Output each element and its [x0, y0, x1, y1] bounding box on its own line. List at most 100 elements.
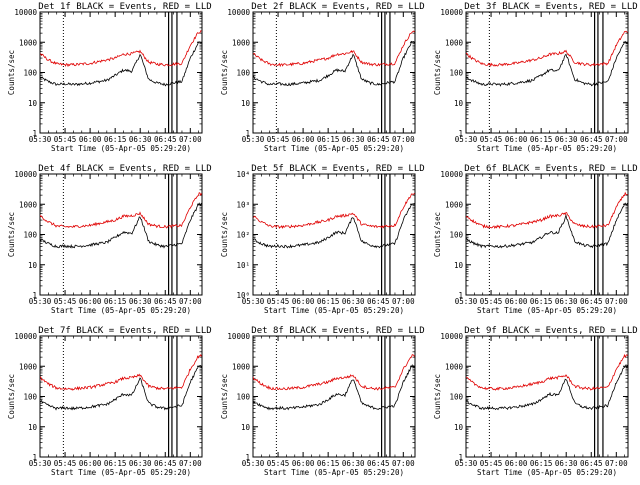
panel-title: Det 3f BLACK = Events, RED = LLD [464, 2, 637, 12]
x-tick-label: 05:45 [54, 297, 77, 306]
x-axis-label: Start Time (05-Apr-05 05:29:20) [477, 306, 617, 315]
panel-3f: Det 3f BLACK = Events, RED = LLD 1 10 100 10… [433, 2, 638, 153]
y-axis-label: Counts/sec [7, 212, 16, 257]
x-tick-label: 05:30 [29, 459, 52, 468]
panel-title: Det 1f BLACK = Events, RED = LLD [38, 2, 211, 12]
x-tick-label: 06:15 [530, 297, 553, 306]
x-tick-label: 05:30 [242, 297, 265, 306]
y-tick-label: 1000 [232, 38, 251, 47]
x-tick-label: 06:00 [79, 135, 102, 144]
y-tick-label: 10 [241, 423, 251, 432]
x-tick-label: 06:30 [555, 297, 578, 306]
y-axis-label: Counts/sec [433, 212, 442, 257]
y-tick-label: 10 [454, 423, 464, 432]
events-series-line [40, 41, 202, 87]
y-tick-label: 10000 [14, 170, 37, 179]
y-tick-label: 10 [28, 99, 38, 108]
panel-title: Det 7f BLACK = Events, RED = LLD [38, 326, 211, 336]
x-tick-label: 06:45 [154, 135, 177, 144]
y-tick-label: 10000 [227, 332, 250, 341]
y-tick-label: 10000 [14, 332, 37, 341]
lld-series-line [466, 353, 628, 391]
x-axis-label: Start Time (05-Apr-05 05:29:20) [264, 144, 404, 153]
panel-title: Det 4f BLACK = Events, RED = LLD [38, 164, 211, 174]
x-tick-label: 06:15 [530, 459, 553, 468]
y-tick-label: 1 [458, 129, 463, 138]
x-tick-label: 05:45 [267, 297, 290, 306]
y-tick-label: 10³ [236, 200, 250, 209]
y-tick-label: 1000 [445, 200, 464, 209]
x-tick-label: 06:45 [580, 459, 603, 468]
y-axis-label: Counts/sec [433, 374, 442, 419]
x-tick-label: 06:45 [367, 135, 390, 144]
x-tick-label: 05:30 [455, 297, 478, 306]
x-tick-label: 06:15 [104, 297, 127, 306]
x-tick-label: 05:30 [455, 135, 478, 144]
lld-series-line [466, 191, 628, 230]
y-axis-label: Counts/sec [220, 50, 229, 95]
events-series-line [253, 363, 415, 411]
y-tick-label: 10 [454, 99, 464, 108]
lld-series-line [40, 30, 202, 68]
lld-series-line [253, 354, 415, 391]
x-tick-label: 05:30 [242, 459, 265, 468]
y-tick-label: 100 [23, 69, 37, 78]
x-tick-label: 06:15 [317, 459, 340, 468]
y-tick-label: 1000 [445, 38, 464, 47]
y-tick-label: 10000 [440, 8, 463, 17]
events-series-line [253, 40, 415, 87]
x-tick-label: 06:00 [79, 297, 102, 306]
x-tick-label: 06:15 [104, 135, 127, 144]
events-series-line [40, 365, 202, 411]
panel-title: Det 5f BLACK = Events, RED = LLD [251, 164, 424, 174]
x-tick-label: 05:45 [54, 135, 77, 144]
y-tick-label: 100 [23, 393, 37, 402]
lld-series-line [40, 192, 202, 229]
x-tick-label: 06:45 [154, 459, 177, 468]
plot-frame [252, 173, 416, 296]
lld-series-line [253, 30, 415, 68]
x-tick-label: 05:45 [480, 135, 503, 144]
lld-series-line [466, 30, 628, 68]
events-series-line [466, 202, 628, 249]
lld-series-line [253, 192, 415, 230]
x-tick-label: 06:00 [505, 135, 528, 144]
y-tick-label: 10⁰ [236, 291, 250, 300]
y-axis-label: Counts/sec [220, 212, 229, 257]
x-tick-label: 06:15 [104, 459, 127, 468]
x-tick-label: 06:30 [342, 135, 365, 144]
y-tick-label: 100 [236, 393, 250, 402]
x-tick-label: 06:30 [129, 459, 152, 468]
y-tick-label: 100 [23, 231, 37, 240]
x-tick-label: 07:00 [605, 459, 628, 468]
y-tick-label: 1 [458, 453, 463, 462]
y-tick-label: 100 [449, 69, 463, 78]
x-tick-label: 06:30 [129, 135, 152, 144]
y-axis-label: Counts/sec [220, 374, 229, 419]
x-tick-label: 06:30 [129, 297, 152, 306]
y-tick-label: 100 [449, 231, 463, 240]
x-tick-label: 06:30 [342, 297, 365, 306]
x-tick-label: 07:00 [392, 297, 415, 306]
x-tick-label: 05:45 [54, 459, 77, 468]
x-tick-label: 06:30 [342, 459, 365, 468]
x-tick-label: 07:00 [605, 297, 628, 306]
panel-title: Det 2f BLACK = Events, RED = LLD [251, 2, 424, 12]
y-tick-label: 10¹ [236, 261, 250, 270]
y-tick-label: 1 [32, 129, 37, 138]
y-tick-label: 10 [28, 261, 38, 270]
x-axis-label: Start Time (05-Apr-05 05:29:20) [51, 144, 191, 153]
y-tick-label: 10000 [14, 8, 37, 17]
y-tick-label: 10000 [227, 8, 250, 17]
x-tick-label: 06:45 [367, 297, 390, 306]
plot-frame [465, 173, 629, 296]
y-tick-label: 1000 [445, 362, 464, 371]
y-axis-label: Counts/sec [433, 50, 442, 95]
y-tick-label: 10 [241, 99, 251, 108]
x-tick-label: 06:15 [317, 135, 340, 144]
x-tick-label: 06:00 [79, 459, 102, 468]
y-tick-label: 100 [236, 69, 250, 78]
panel-title: Det 8f BLACK = Events, RED = LLD [251, 326, 424, 336]
x-axis-label: Start Time (05-Apr-05 05:29:20) [477, 144, 617, 153]
